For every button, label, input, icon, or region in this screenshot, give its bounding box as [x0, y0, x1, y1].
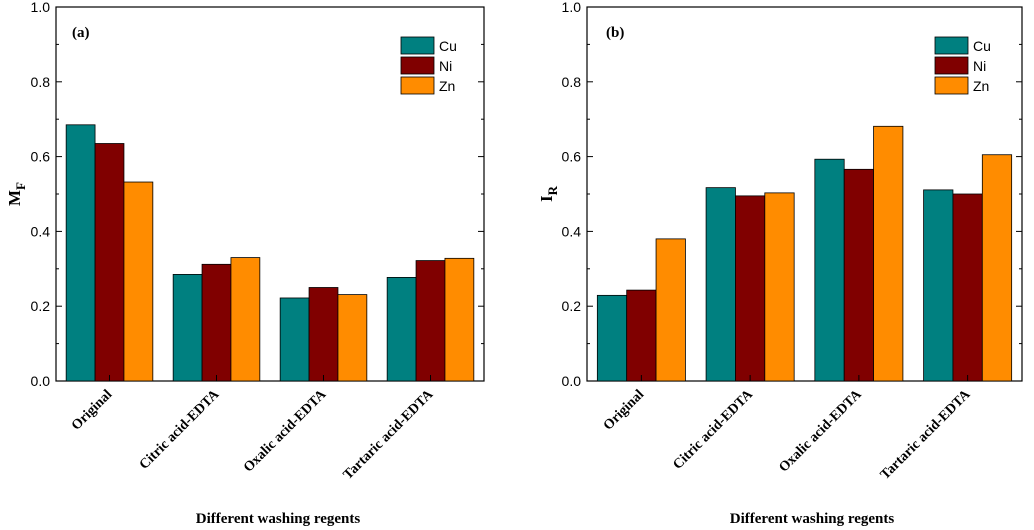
legend-swatch-cu [934, 36, 969, 55]
legend-label-ni: Ni [973, 58, 986, 74]
y-tick-label: 0.8 [562, 74, 582, 90]
legend-label-zn: Zn [973, 78, 989, 94]
y-tick-label: 0.0 [31, 373, 51, 389]
bar-ni-0 [626, 289, 657, 382]
bar-zn-1 [764, 192, 795, 382]
bar-cu-2 [814, 158, 845, 382]
bar-zn-0 [123, 181, 154, 382]
y-tick-label: 0.6 [31, 149, 51, 165]
bar-cu-3 [386, 277, 417, 382]
y-tick-label: 0.8 [31, 74, 51, 90]
bar-cu-1 [172, 274, 203, 382]
x-category-label: Tartaric acid-EDTA [341, 387, 437, 483]
legend-swatch-zn [934, 76, 969, 95]
y-axis-label: MF [5, 182, 28, 206]
x-category-label: Original [601, 387, 647, 433]
y-tick-label: 0.4 [562, 223, 582, 239]
x-axis-label: Different washing regents [730, 511, 895, 527]
bar-ni-2 [843, 168, 874, 382]
bar-cu-0 [65, 124, 96, 382]
bar-zn-0 [655, 238, 686, 382]
y-tick-label: 0.0 [562, 373, 582, 389]
x-category-label: Oxalic acid-EDTA [241, 387, 330, 476]
bar-ni-3 [415, 260, 446, 382]
x-category-label: Oxalic acid-EDTA [776, 387, 865, 476]
bar-zn-2 [337, 294, 368, 382]
bar-ni-3 [952, 193, 983, 382]
panel-b-chart: 0.0 0.2 0.4 0.6 0.8 1.0 Original Citric acid-ED… [537, 0, 1023, 527]
y-tick-label: 0.2 [31, 298, 51, 314]
bar-cu-2 [279, 297, 310, 382]
legend-swatch-ni [934, 56, 969, 75]
y-tick-label: 0.4 [31, 223, 51, 239]
y-tick-label: 0.2 [562, 298, 582, 314]
x-category-label: Original [69, 387, 115, 433]
bar-cu-3 [923, 189, 954, 382]
x-category-label: Tartaric acid-EDTA [878, 387, 974, 483]
legend-swatch-zn [400, 76, 435, 95]
y-tick-label: 1.0 [562, 0, 582, 15]
y-tick-label: 1.0 [31, 0, 51, 15]
legend-swatch-cu [400, 36, 435, 55]
bar-ni-2 [308, 287, 339, 382]
panel-label: (a) [72, 25, 90, 41]
bar-ni-1 [201, 263, 232, 382]
legend-label-cu: Cu [439, 38, 457, 54]
legend-label-ni: Ni [439, 58, 452, 74]
bar-zn-2 [873, 125, 904, 382]
panel-a-chart: 0.0 0.2 0.4 0.6 0.8 1.0 Original Citric acid-ED… [5, 0, 485, 527]
bar-cu-0 [596, 294, 628, 382]
y-tick-label: 0.6 [562, 149, 582, 165]
bar-ni-0 [94, 143, 125, 382]
panel-label: (b) [606, 25, 624, 41]
x-axis-label: Different washing regents [196, 511, 361, 527]
bar-zn-1 [230, 257, 261, 382]
bar-cu-1 [705, 187, 736, 382]
legend-label-cu: Cu [973, 38, 991, 54]
bar-ni-1 [735, 195, 766, 382]
x-category-label: Citric acid-EDTA [670, 387, 756, 473]
legend-label-zn: Zn [439, 78, 455, 94]
legend-swatch-ni [400, 56, 435, 75]
bar-zn-3 [444, 257, 475, 382]
x-category-label: Citric acid-EDTA [137, 387, 223, 473]
bar-zn-3 [981, 154, 1013, 382]
y-axis-label: IR [537, 185, 560, 202]
